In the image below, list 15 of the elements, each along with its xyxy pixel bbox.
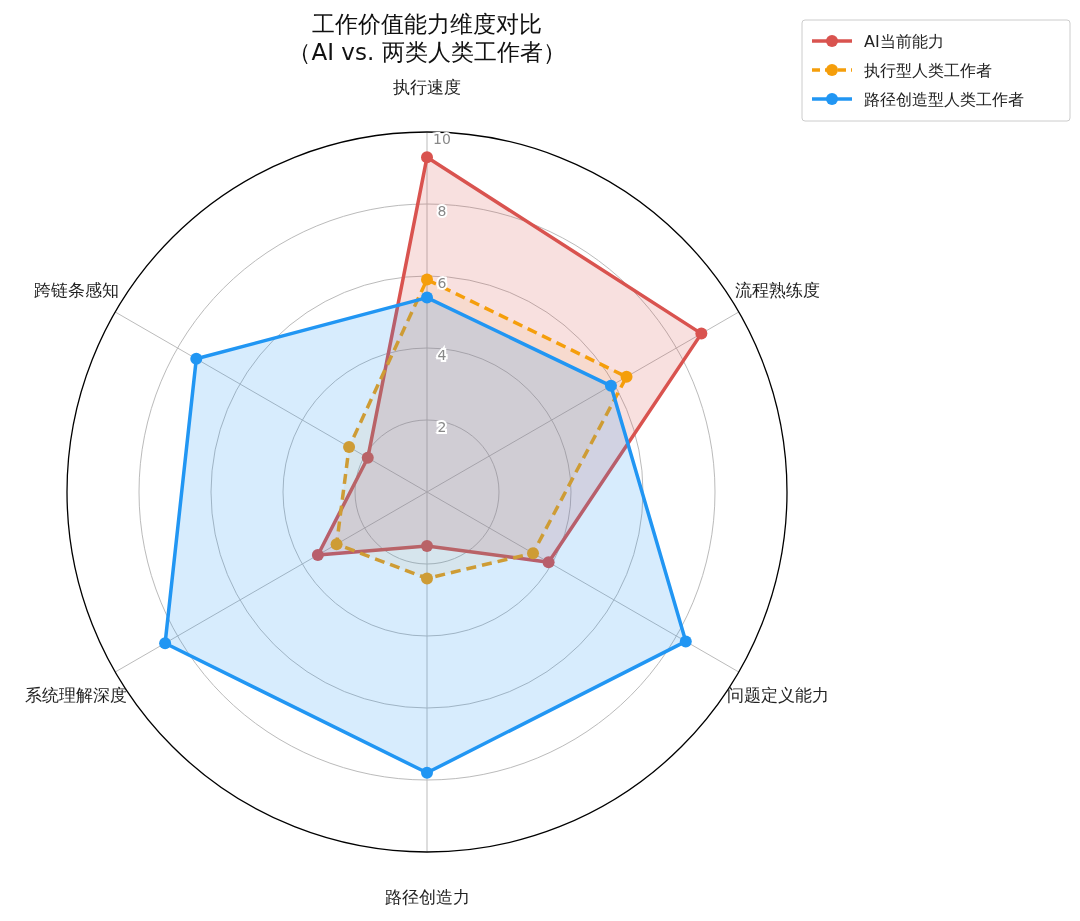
- spoke-label: 执行速度: [393, 77, 461, 97]
- y-tick-label: 4: [437, 347, 447, 363]
- chart-title: 工作价值能力维度对比: [312, 11, 542, 37]
- y-tick-label: 2: [437, 419, 447, 435]
- spoke-label: 路径创造力: [384, 887, 470, 907]
- y-tick-label: 8: [437, 203, 447, 219]
- legend-label: 执行型人类工作者: [864, 61, 992, 80]
- legend-label: 路径创造型人类工作者: [864, 90, 1024, 109]
- spoke-label: 流程熟练度: [735, 279, 821, 300]
- legend-label: AI当前能力: [864, 32, 944, 51]
- y-tick-label: 10: [433, 131, 451, 147]
- text: （AI vs. 两类人类工作者）: [288, 39, 566, 65]
- spoke-label: 系统理解深度: [25, 684, 128, 705]
- spoke-label: 问题定义能力: [726, 684, 829, 705]
- spoke-label: 跨链条感知: [33, 279, 119, 300]
